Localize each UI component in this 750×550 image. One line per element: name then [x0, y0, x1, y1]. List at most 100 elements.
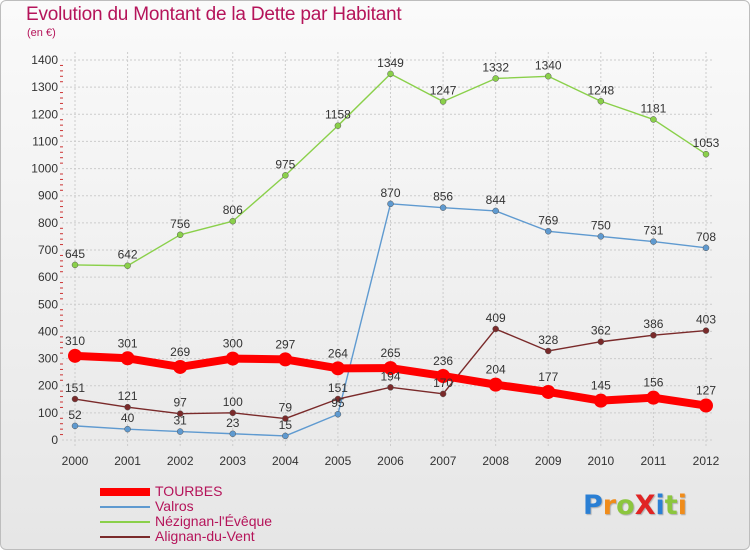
- data-label: 23: [226, 416, 240, 430]
- y-tick-label: 1200: [31, 107, 58, 121]
- logo-letter: r: [602, 490, 617, 521]
- data-point: [545, 73, 552, 80]
- data-label: 265: [380, 346, 400, 360]
- y-tick-label: 400: [38, 324, 58, 338]
- data-label: 1247: [430, 84, 457, 98]
- data-point: [278, 352, 293, 367]
- data-label: 645: [65, 247, 85, 261]
- data-label: 170: [433, 376, 453, 390]
- x-tick-label: 2008: [482, 454, 509, 468]
- data-point: [71, 261, 79, 269]
- data-point: [124, 403, 131, 411]
- data-label: 975: [275, 157, 295, 171]
- data-point: [545, 228, 552, 235]
- data-point: [387, 70, 394, 78]
- y-tick-label: 700: [38, 243, 58, 257]
- y-tick-label: 1100: [32, 134, 58, 148]
- data-point: [71, 395, 79, 403]
- data-label: 1349: [377, 56, 404, 70]
- data-label: 403: [696, 313, 716, 327]
- data-label: 1053: [693, 136, 720, 150]
- data-point: [593, 393, 608, 408]
- data-point: [439, 390, 447, 398]
- data-label: 40: [121, 411, 135, 425]
- data-point: [699, 398, 713, 413]
- data-point: [646, 390, 661, 405]
- data-label: 769: [538, 213, 558, 227]
- data-label: 100: [223, 395, 243, 409]
- y-unit-label: (en €): [27, 27, 56, 39]
- data-point: [702, 244, 710, 252]
- data-point: [71, 422, 79, 430]
- data-point: [492, 75, 499, 82]
- data-point: [229, 430, 236, 438]
- legend-swatch: [100, 536, 150, 538]
- line-chart: 0 100 200 300 400 500 600 700 800 900 1000 1100 1200…: [31, 52, 720, 468]
- data-point: [282, 172, 289, 179]
- x-tick-label: 2002: [167, 454, 194, 468]
- data-point: [334, 395, 342, 403]
- data-label: 806: [223, 203, 243, 217]
- x-tick-label: 2010: [587, 454, 614, 468]
- logo-letter: X: [634, 490, 656, 521]
- y-tick-label: 100: [38, 406, 58, 420]
- data-point: [120, 351, 135, 366]
- y-tick-label: 800: [38, 216, 58, 230]
- data-label: 1181: [641, 101, 667, 115]
- x-tick-label: 2003: [219, 454, 246, 468]
- data-point: [597, 233, 605, 240]
- data-label: 1332: [482, 60, 509, 74]
- data-label: 310: [65, 334, 85, 348]
- x-tick-label: 2000: [62, 454, 89, 468]
- legend-swatch: [100, 506, 150, 508]
- data-label: 15: [279, 418, 293, 432]
- legend-label: Alignan-du-Vent: [155, 528, 255, 544]
- data-label: 95: [331, 396, 345, 410]
- data-point: [650, 116, 657, 123]
- data-label: 97: [173, 396, 187, 410]
- data-label: 362: [591, 324, 611, 338]
- y-tick-label: 1000: [31, 162, 58, 176]
- data-label: 269: [170, 345, 190, 359]
- data-point: [702, 327, 710, 334]
- data-point: [330, 361, 345, 376]
- data-label: 756: [170, 217, 190, 231]
- y-tick-label: 0: [51, 433, 58, 447]
- data-point: [124, 425, 131, 433]
- data-label: 79: [279, 401, 293, 415]
- data-point: [545, 347, 552, 355]
- data-point: [176, 410, 184, 417]
- data-label: 127: [696, 384, 716, 398]
- legend-swatch: [100, 521, 150, 523]
- data-point: [229, 217, 236, 225]
- logo-letter: i: [655, 490, 665, 521]
- data-point: [282, 432, 289, 440]
- x-tick-label: 2004: [272, 454, 299, 468]
- data-label: 856: [433, 190, 453, 204]
- y-tick-label: 300: [38, 352, 58, 366]
- logo-letter: o: [616, 490, 635, 521]
- legend-label: Nézignan-l'Évêque: [155, 513, 273, 529]
- data-label: 121: [118, 389, 138, 403]
- x-tick-label: 2011: [641, 454, 667, 468]
- x-tick-label: 2006: [377, 454, 404, 468]
- data-point: [229, 409, 236, 417]
- data-label: 1340: [535, 58, 562, 72]
- data-point: [541, 384, 556, 399]
- data-point: [387, 200, 394, 208]
- data-label: 194: [380, 369, 400, 383]
- x-tick-label: 2007: [430, 454, 457, 468]
- data-label: 236: [433, 354, 453, 368]
- y-tick-label: 900: [38, 189, 58, 203]
- x-tick-label: 2001: [114, 454, 141, 468]
- logo-letter: t: [664, 490, 678, 521]
- data-label: 409: [486, 311, 506, 325]
- data-point: [176, 231, 184, 239]
- data-point: [439, 204, 447, 211]
- data-label: 151: [328, 381, 348, 395]
- data-label: 386: [643, 317, 663, 331]
- data-point: [650, 238, 657, 245]
- data-label: 151: [65, 381, 85, 395]
- data-point: [488, 377, 503, 392]
